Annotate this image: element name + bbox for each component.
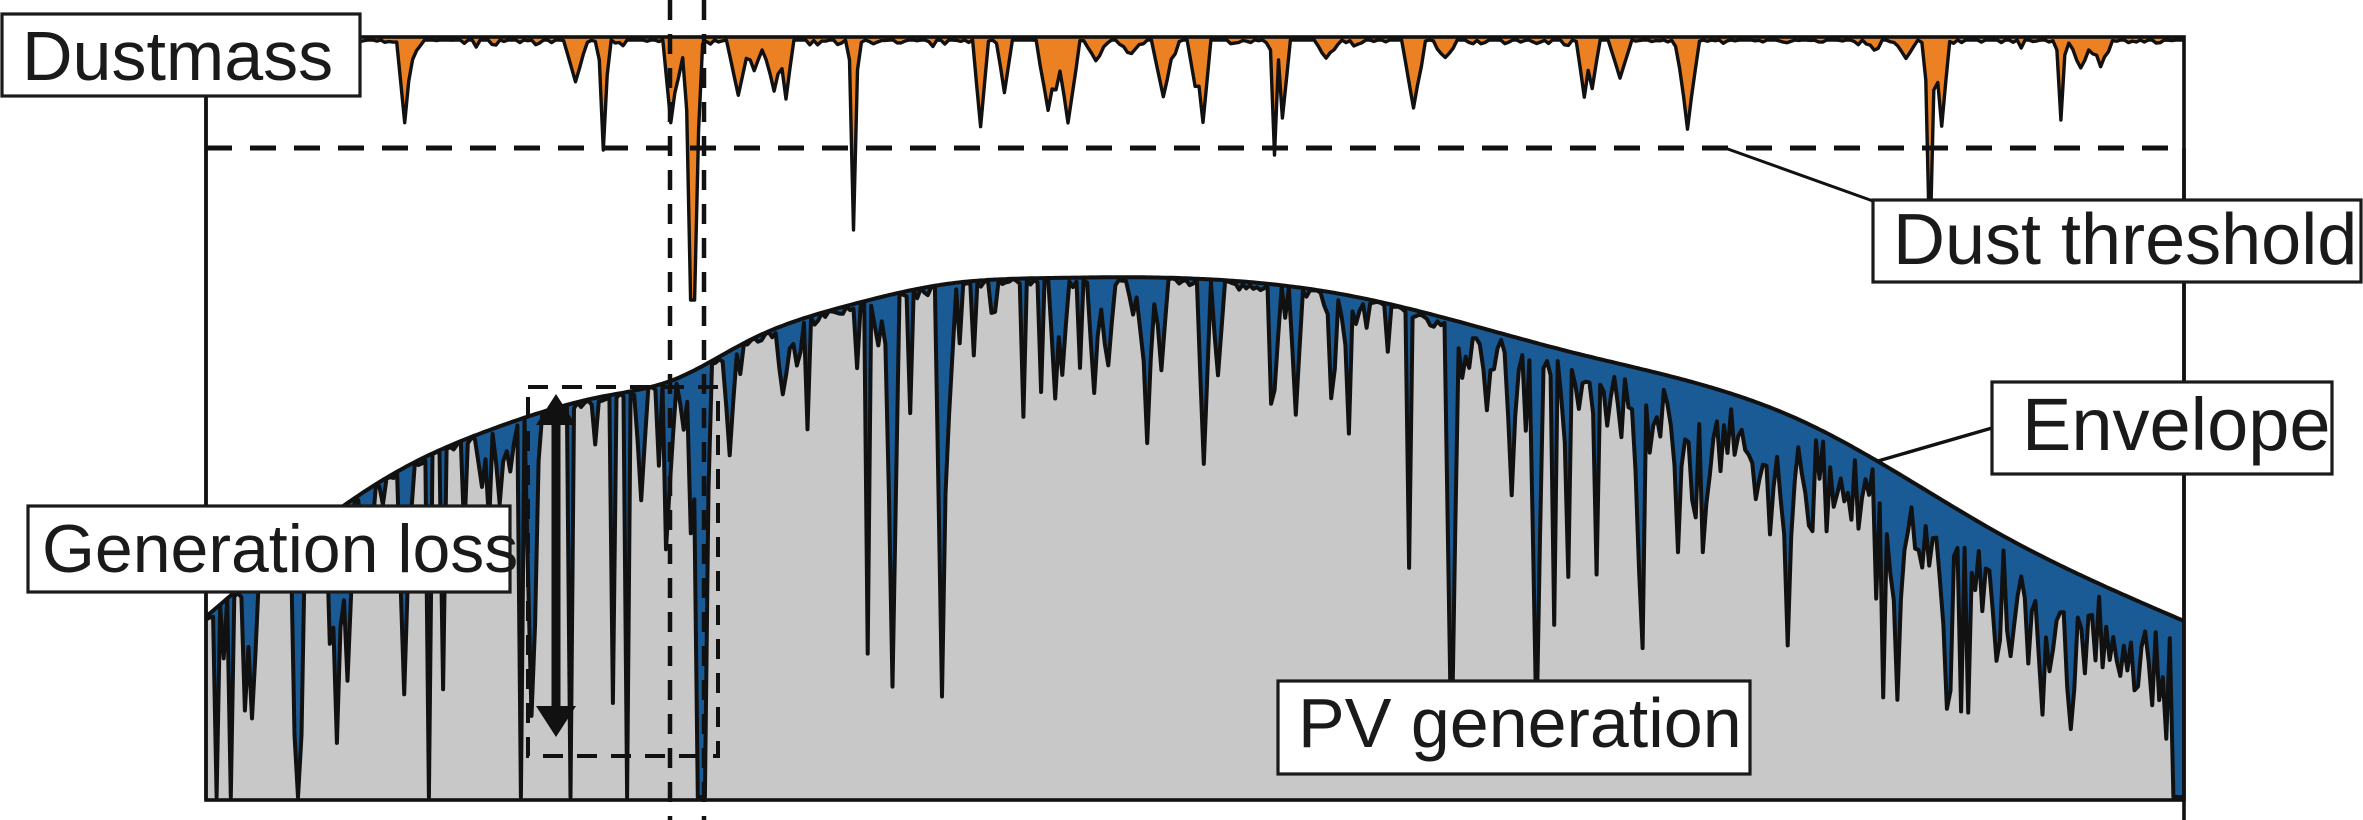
svg-text:Dust threshold: Dust threshold xyxy=(1893,200,2357,280)
svg-text:PV generation: PV generation xyxy=(1298,684,1742,762)
svg-text:Envelope: Envelope xyxy=(2022,383,2331,466)
svg-text:Dustmass: Dustmass xyxy=(22,17,333,95)
svg-text:Generation loss: Generation loss xyxy=(42,511,518,587)
